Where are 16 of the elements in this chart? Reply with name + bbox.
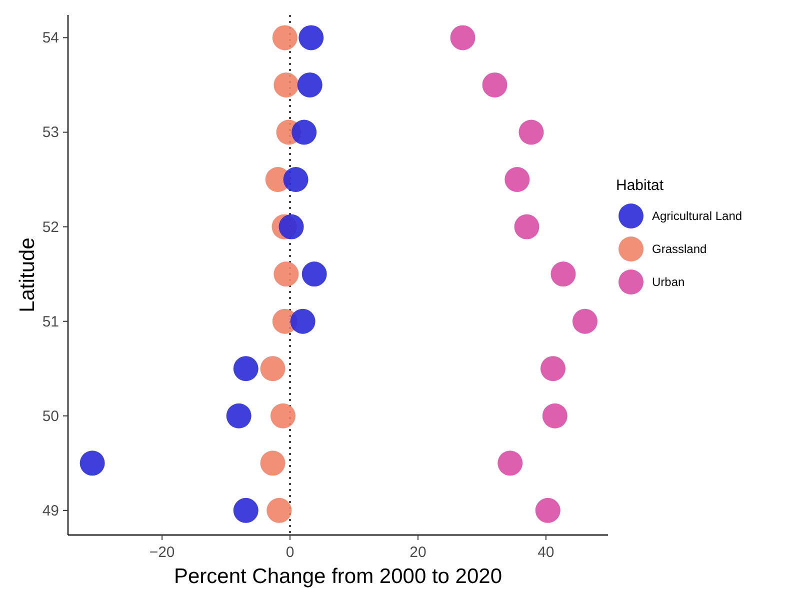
y-tick-label: 52 — [42, 218, 59, 236]
y-tick-label: 49 — [42, 502, 59, 520]
y-tick-label: 50 — [42, 408, 59, 425]
x-tick-label: 0 — [286, 544, 294, 561]
y-tick-label: 54 — [42, 30, 59, 47]
x-axis-title: Percent Change from 2000 to 2020 — [174, 565, 502, 588]
legend-label: Grassland — [652, 242, 707, 256]
x-tick-label: 40 — [538, 544, 554, 561]
x-tick-label: 20 — [410, 544, 426, 561]
legend-label: Urban — [652, 275, 685, 289]
y-tick-label: 53 — [42, 124, 59, 142]
y-axis-title: Latitude — [16, 238, 39, 312]
legend-title: Habitat — [616, 177, 664, 194]
legend-label: Agricultural Land — [652, 209, 742, 223]
y-tick-label: 51 — [42, 313, 59, 330]
x-tick-label: −20 — [149, 544, 175, 561]
